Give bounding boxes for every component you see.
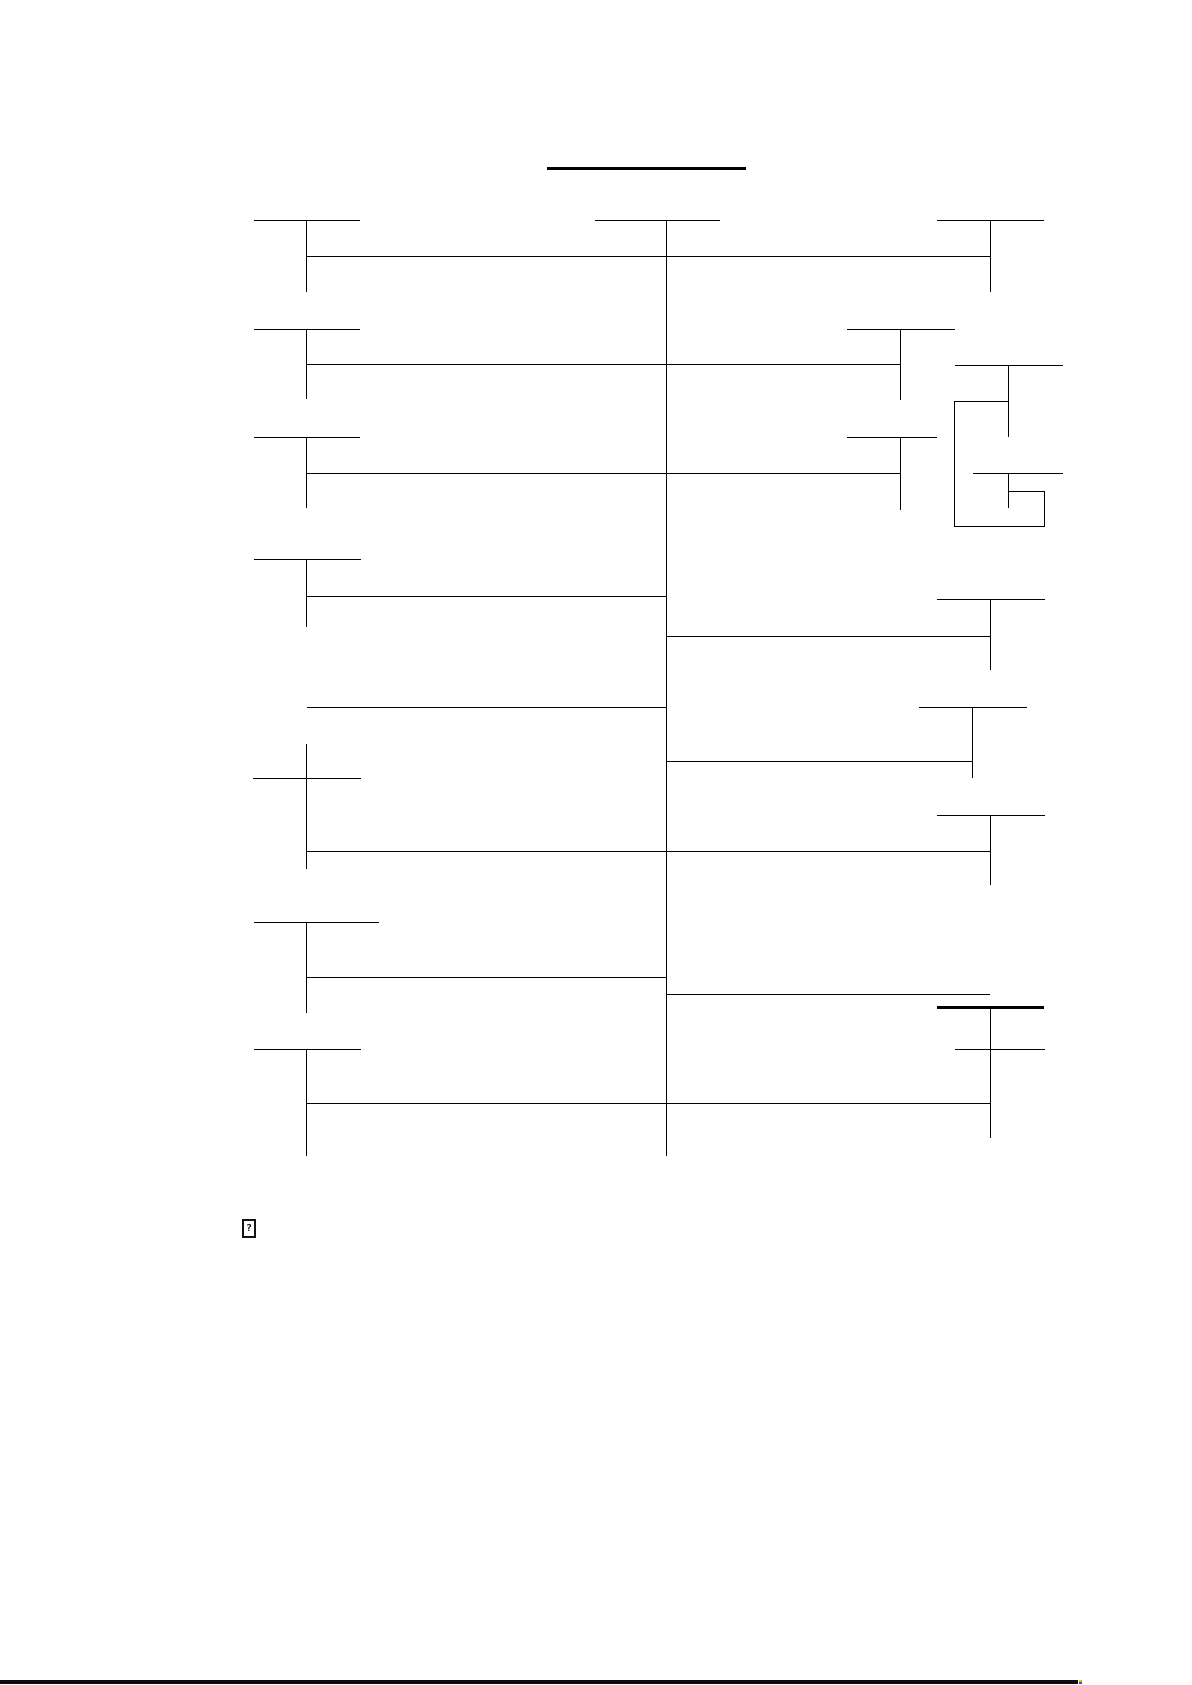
- gen2-right-stem: [900, 329, 901, 400]
- missing-character-glyph: ?: [242, 1219, 256, 1238]
- gen5-marriage-line: [307, 707, 666, 708]
- artifact-dot: [1079, 1680, 1082, 1684]
- gen3-left-tbar: [254, 437, 360, 438]
- gen3-far-right-stem: [1008, 473, 1009, 508]
- bracket-bottom-rung: [954, 526, 1045, 527]
- gen3-far-right-tbar: [973, 473, 1063, 474]
- gen7-right-marriage-line: [666, 994, 990, 995]
- gen7-left-stem: [306, 1049, 307, 1156]
- gen5-right-marriage-line: [666, 761, 972, 762]
- gen5-left-crossbar: [253, 778, 361, 779]
- gen3-right-tbar: [847, 437, 937, 438]
- title-underline: [547, 167, 746, 170]
- bracket-small-rail: [1044, 491, 1045, 527]
- gen5-left-stem: [306, 744, 307, 869]
- gen2-marriage-line: [306, 364, 900, 365]
- gen6-left-tbar: [254, 922, 379, 923]
- central-descent-line: [666, 220, 667, 1156]
- gen2-left-stem: [306, 329, 307, 399]
- gen4-left-tbar: [254, 559, 361, 560]
- bracket-left-rail: [954, 401, 955, 527]
- gen6-left-marriage-line: [306, 977, 666, 978]
- gen1-marriage-line: [306, 256, 990, 257]
- gen6-right-tbar: [937, 815, 1045, 816]
- bracket-small-rung: [1009, 491, 1045, 492]
- gen4-left-stem: [306, 559, 307, 627]
- gen1-right-stem: [990, 220, 991, 292]
- gen7-left-tbar: [254, 1049, 361, 1050]
- gen7-right-stem: [990, 1007, 991, 1138]
- gen5-right-tbar: [919, 707, 1027, 708]
- gen3-right-stem: [900, 437, 901, 510]
- gen5-right-stem: [972, 707, 973, 778]
- gen1-center-tbar: [595, 220, 720, 221]
- bracket-top-rung: [954, 401, 1009, 402]
- gen2-right-tbar: [847, 329, 955, 330]
- gen2-far-right-tbar: [955, 365, 1063, 366]
- gen4-right-marriage-line: [666, 636, 990, 637]
- gen4-right-tbar: [937, 599, 1045, 600]
- gen1-left-tbar: [254, 220, 360, 221]
- gen3-left-stem: [306, 437, 307, 508]
- gen7-marriage-line: [306, 1103, 990, 1104]
- bottom-bar: [0, 1680, 1078, 1684]
- gen6-right-stem: [990, 815, 991, 885]
- gen2-left-tbar: [254, 329, 360, 330]
- gen1-left-stem: [306, 220, 307, 292]
- gen4-right-stem: [990, 599, 991, 670]
- gen4-marriage-line: [306, 596, 666, 597]
- gen6-left-stem: [306, 922, 307, 1013]
- gen3-marriage-line: [306, 473, 900, 474]
- gen6-marriage-line: [306, 851, 990, 852]
- gen7-right-crossbar: [955, 1049, 1045, 1050]
